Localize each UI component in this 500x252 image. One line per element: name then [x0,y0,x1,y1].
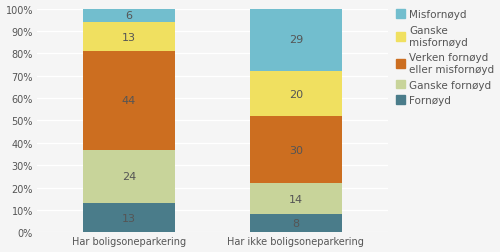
Bar [250,183,342,214]
Text: 29: 29 [289,35,303,45]
Legend: Misfornøyd, Ganske
misfornøyd, Verken fornøyd
eller misfornøyd, Ganske fornøyd, : Misfornøyd, Ganske misfornøyd, Verken fo… [396,10,494,106]
Text: 8: 8 [292,218,300,228]
Text: 30: 30 [289,145,303,155]
Bar [83,23,175,52]
Text: 24: 24 [122,172,136,182]
Bar [250,7,342,72]
Bar [250,72,342,116]
Text: 13: 13 [122,33,136,42]
Bar [83,150,175,203]
Bar [83,52,175,150]
Bar [83,203,175,232]
Text: 20: 20 [289,89,303,99]
Text: 6: 6 [126,11,132,21]
Text: 13: 13 [122,213,136,223]
Bar [250,214,342,232]
Bar [83,10,175,23]
Bar [250,116,342,183]
Text: 14: 14 [289,194,303,204]
Text: 44: 44 [122,96,136,106]
